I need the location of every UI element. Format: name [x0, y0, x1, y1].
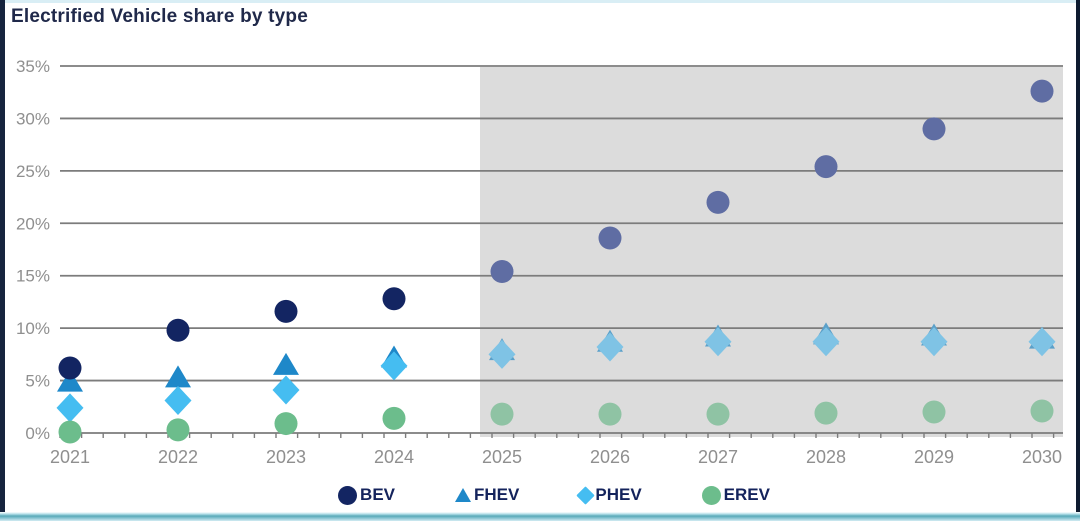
phev-point-2029	[920, 327, 948, 357]
x-tick-label: 2028	[806, 447, 846, 467]
erev-point-2027	[706, 402, 730, 426]
bev-point-2021	[58, 356, 82, 380]
y-axis-tick-labels: 0% 5% 10% 15% 20% 25% 30% 35%	[16, 57, 50, 443]
chart-legend: BEV FHEV PHEV EREV	[0, 482, 1080, 508]
frame-right-border	[1076, 0, 1080, 521]
phev-point-2028	[812, 327, 840, 357]
erev-circle-icon	[701, 485, 721, 505]
fhev-triangle-icon	[455, 488, 472, 502]
bev-point-2024	[382, 287, 406, 311]
erev-point-2021	[58, 420, 82, 444]
erev-point-2024	[382, 406, 406, 430]
erev-point-2028	[814, 401, 838, 425]
erev-point-2022	[166, 418, 190, 442]
bev-point-2028	[814, 155, 838, 179]
series-bev	[58, 79, 1054, 380]
x-tick-label: 2029	[914, 447, 954, 467]
y-tick-label: 0%	[25, 424, 50, 443]
y-tick-label: 5%	[25, 372, 50, 391]
series-phev	[56, 327, 1056, 423]
x-axis-tick-labels: 2021 2022 2023 2024 2025 2026 2027 2028 2029 2030	[50, 447, 1062, 467]
fhev-point-2022	[165, 365, 191, 388]
bev-point-2026	[598, 226, 622, 250]
y-tick-label: 10%	[16, 319, 50, 338]
y-tick-label: 25%	[16, 162, 50, 181]
fhev-point-2023	[273, 352, 299, 375]
forecast-region	[480, 67, 1063, 437]
x-tick-label: 2022	[158, 447, 198, 467]
phev-point-2026	[596, 332, 624, 362]
bev-point-2029	[922, 117, 946, 141]
y-tick-label: 30%	[16, 109, 50, 128]
frame-bottom-border	[0, 512, 1080, 521]
y-tick-label: 35%	[16, 57, 50, 76]
page-title: Electrified Vehicle share by type	[11, 6, 309, 27]
bev-point-2030	[1030, 79, 1054, 103]
x-tick-label: 2025	[482, 447, 522, 467]
legend-item-bev: BEV	[338, 485, 395, 505]
bev-point-2022	[166, 318, 190, 342]
legend-item-erev: EREV	[701, 485, 770, 505]
x-tick-label: 2021	[50, 447, 90, 467]
gridlines	[60, 65, 1063, 434]
y-tick-label: 15%	[16, 267, 50, 286]
legend-label: FHEV	[474, 485, 520, 504]
phev-point-2023	[272, 375, 300, 405]
x-axis-minor-ticks	[59, 433, 1055, 438]
bev-point-2023	[274, 299, 298, 323]
legend-label: EREV	[723, 485, 770, 504]
legend-label: BEV	[360, 485, 396, 504]
x-tick-label: 2027	[698, 447, 738, 467]
x-tick-label: 2023	[266, 447, 306, 467]
x-tick-label: 2030	[1022, 447, 1062, 467]
legend-item-phev: PHEV	[576, 485, 642, 505]
erev-point-2023	[274, 412, 298, 436]
erev-point-2026	[598, 402, 622, 426]
phev-point-2022	[164, 385, 192, 415]
fhev-point-2021	[57, 369, 83, 392]
bev-point-2027	[706, 190, 730, 214]
legend-item-fhev: FHEV	[455, 485, 519, 505]
frame-top-border	[5, 0, 1076, 3]
phev-point-2030	[1028, 327, 1056, 357]
x-tick-label: 2024	[374, 447, 414, 467]
bev-circle-icon	[338, 485, 358, 505]
y-tick-label: 20%	[16, 214, 50, 233]
phev-point-2021	[56, 393, 84, 423]
legend-label: PHEV	[595, 485, 642, 504]
bev-point-2025	[490, 260, 514, 284]
phev-diamond-icon	[576, 485, 596, 505]
frame-left-border	[0, 0, 5, 521]
x-tick-label: 2026	[590, 447, 630, 467]
erev-point-2029	[922, 400, 946, 424]
series-erev	[58, 399, 1054, 444]
phev-point-2024	[380, 351, 408, 381]
phev-point-2027	[704, 327, 732, 357]
phev-point-2025	[488, 339, 516, 369]
erev-point-2030	[1030, 399, 1054, 423]
erev-point-2025	[490, 402, 514, 426]
ev-share-scatter-chart: 0%5%10%15%20%25%30%35%2021 2022 2023 2024 20…	[16, 57, 1063, 467]
